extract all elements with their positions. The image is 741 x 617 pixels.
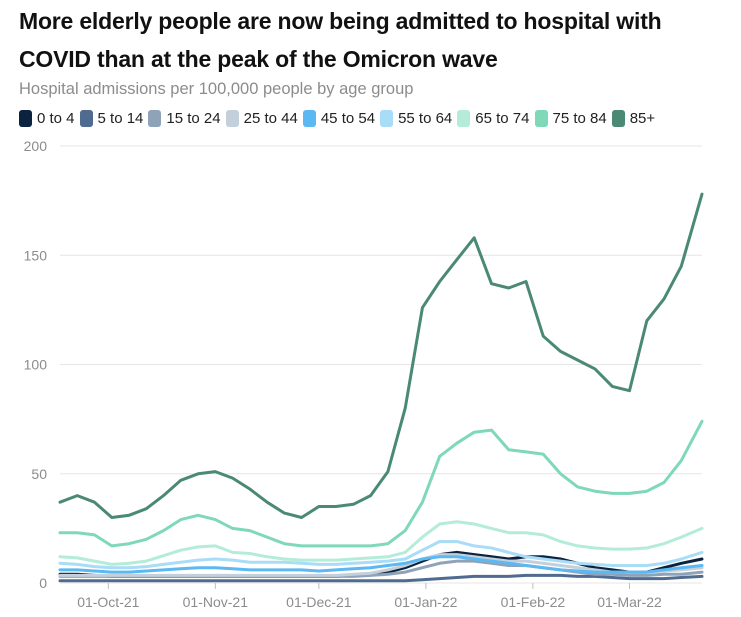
- legend-label: 15 to 24: [166, 110, 221, 127]
- legend-item: 25 to 44: [225, 110, 298, 127]
- legend-label: 65 to 74: [475, 110, 530, 127]
- series-line-5-to-14: [58, 573, 704, 583]
- series-line-25-to-44: [58, 553, 704, 577]
- legend-swatch: [79, 110, 93, 127]
- legend-item: 85+: [611, 110, 656, 127]
- legend-label: 45 to 54: [320, 110, 376, 127]
- x-tick-label: 01-Jan-22: [394, 594, 457, 610]
- legend-item: 5 to 14: [79, 110, 144, 127]
- legend-label: 5 to 14: [97, 110, 144, 127]
- legend-swatch: [611, 110, 625, 127]
- x-tick-label: 01-Mar-22: [597, 594, 662, 610]
- y-tick-label: 100: [24, 357, 48, 373]
- x-tick-label: 01-Feb-22: [501, 594, 566, 610]
- legend-label: 85+: [629, 110, 656, 127]
- series-line-75-to-84: [58, 419, 704, 548]
- y-tick-label: 0: [39, 575, 47, 591]
- legend: 0 to 4 5 to 14 15 to 24 25 to 44 45 to 54 55 …: [19, 110, 660, 127]
- legend-label: 55 to 64: [398, 110, 453, 127]
- legend-swatch: [19, 110, 32, 127]
- legend-swatch: [225, 110, 239, 127]
- legend-label: 25 to 44: [243, 110, 298, 127]
- y-tick-label: 50: [31, 466, 47, 482]
- legend-swatch: [302, 110, 316, 127]
- legend-swatch: [148, 110, 162, 127]
- y-tick-label: 150: [24, 247, 48, 263]
- series-line-65-to-74: [58, 520, 704, 566]
- y-tick-label: 200: [24, 138, 48, 154]
- legend-item: 55 to 64: [380, 110, 452, 127]
- legend-item: 65 to 74: [457, 110, 530, 127]
- legend-item: 15 to 24: [148, 110, 221, 127]
- legend-swatch: [534, 110, 548, 127]
- legend-item: 45 to 54: [302, 110, 376, 127]
- legend-swatch: [380, 110, 394, 127]
- x-tick-label: 01-Oct-21: [77, 594, 139, 610]
- series-line-45-to-54: [58, 555, 704, 574]
- chart-title: More elderly people are now being admitt…: [19, 8, 662, 72]
- legend-item: 0 to 4: [19, 110, 75, 127]
- series-line-55-to-64: [58, 540, 704, 570]
- legend-label: 0 to 4: [37, 110, 75, 127]
- legend-label: 75 to 84: [552, 110, 607, 127]
- chart-subtitle: Hospital admissions per 100,000 people b…: [19, 80, 414, 98]
- x-tick-label: 01-Nov-21: [183, 594, 249, 610]
- x-tick-label: 01-Dec-21: [286, 594, 352, 610]
- legend-swatch: [457, 110, 471, 127]
- series-line-85plus: [58, 192, 704, 519]
- legend-item: 75 to 84: [534, 110, 607, 127]
